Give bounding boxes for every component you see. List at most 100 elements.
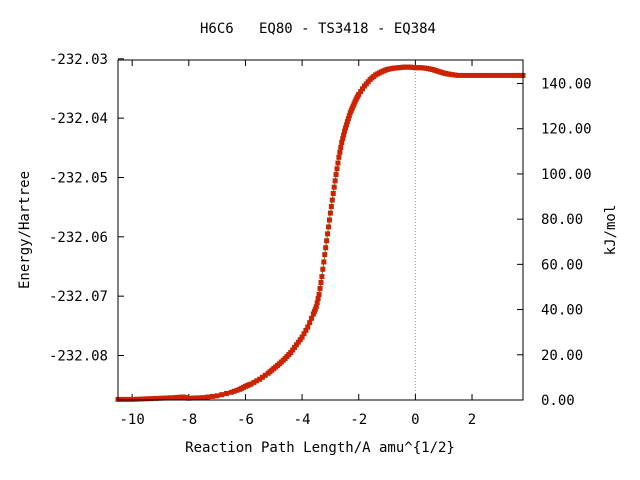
data-point — [214, 393, 220, 399]
data-point — [325, 231, 331, 237]
y-axis-label: Energy/Hartree — [17, 171, 33, 289]
x-tick-label: -4 — [294, 412, 311, 428]
x-tick-label: -2 — [350, 412, 367, 428]
data-point — [315, 296, 321, 302]
data-point — [335, 160, 341, 166]
data-point — [446, 71, 452, 77]
data-point — [177, 394, 183, 400]
data-point — [124, 396, 130, 402]
data-point — [231, 388, 237, 394]
data-point — [316, 291, 322, 297]
data-point — [314, 300, 320, 306]
data-point — [195, 395, 201, 401]
y2-tick-label: 80.00 — [541, 212, 583, 228]
data-point — [186, 395, 192, 401]
data-point — [293, 342, 299, 348]
data-point — [478, 72, 484, 78]
data-point — [343, 122, 349, 128]
data-point — [334, 166, 340, 172]
y2-tick-label: 60.00 — [541, 257, 583, 273]
data-point — [507, 72, 513, 78]
data-point — [313, 304, 319, 310]
data-point — [292, 344, 298, 350]
data-point — [248, 381, 254, 387]
data-point — [464, 72, 470, 78]
data-point — [449, 72, 455, 78]
data-point — [474, 72, 480, 78]
x-tick-label: -6 — [237, 412, 254, 428]
data-point — [488, 72, 494, 78]
data-point — [129, 396, 135, 402]
data-point — [174, 394, 180, 400]
data-point — [452, 72, 458, 78]
data-point — [307, 320, 313, 326]
data-point — [338, 144, 344, 150]
data-point — [209, 393, 215, 399]
data-point — [251, 379, 257, 385]
data-point — [254, 378, 260, 384]
y2-tick-label: 20.00 — [541, 348, 583, 364]
y-tick-label: -232.08 — [49, 348, 108, 364]
data-point — [333, 172, 339, 178]
x-tick-label: 2 — [468, 412, 476, 428]
data-point — [224, 390, 230, 396]
y-tick-label: -232.05 — [49, 170, 108, 186]
data-point — [157, 395, 163, 401]
data-point — [455, 72, 461, 78]
data-point — [345, 116, 351, 122]
data-point — [148, 396, 154, 402]
data-point — [514, 72, 520, 78]
data-point — [167, 395, 173, 401]
data-point — [343, 125, 349, 131]
data-point — [219, 392, 225, 398]
y2-tick-label: 40.00 — [541, 303, 583, 319]
data-point — [143, 396, 149, 402]
data-point — [341, 132, 347, 138]
data-point — [297, 337, 303, 343]
data-point — [356, 91, 362, 97]
data-point — [483, 72, 489, 78]
data-point — [262, 372, 268, 378]
data-point — [319, 274, 325, 280]
data-point — [328, 204, 334, 210]
data-point — [344, 119, 350, 125]
data-point — [330, 191, 336, 197]
data-point — [303, 327, 309, 333]
y-tick-label: -232.04 — [49, 111, 108, 127]
data-point — [320, 266, 326, 272]
data-point — [323, 245, 329, 251]
data-point — [318, 280, 324, 286]
data-point — [346, 113, 352, 119]
data-point — [301, 331, 307, 337]
data-point — [290, 347, 296, 353]
data-point — [342, 128, 348, 134]
data-point — [327, 210, 333, 216]
data-point — [172, 395, 178, 401]
data-point — [337, 149, 343, 155]
data-point — [299, 334, 305, 340]
data-point — [139, 396, 145, 402]
data-point — [228, 389, 234, 395]
data-point — [295, 339, 301, 345]
y-tick-label: -232.07 — [49, 289, 108, 305]
data-point — [331, 184, 337, 190]
y-tick-label: -232.03 — [49, 52, 108, 68]
x-tick-label: -8 — [180, 412, 197, 428]
data-point — [257, 376, 263, 382]
data-point — [317, 285, 323, 291]
data-point — [134, 396, 140, 402]
data-point — [234, 387, 240, 393]
data-point — [358, 89, 364, 95]
data-point — [191, 395, 197, 401]
data-point — [332, 178, 338, 184]
x-tick-label: 0 — [411, 412, 419, 428]
y-tick-label: -232.06 — [49, 230, 108, 246]
data-point — [305, 324, 311, 330]
data-point — [517, 72, 523, 78]
x-axis-label: Reaction Path Length/A amu^{1/2} — [185, 440, 455, 456]
data-point — [321, 259, 327, 265]
data-point — [339, 139, 345, 145]
data-point — [259, 374, 265, 380]
data-point — [329, 197, 335, 203]
